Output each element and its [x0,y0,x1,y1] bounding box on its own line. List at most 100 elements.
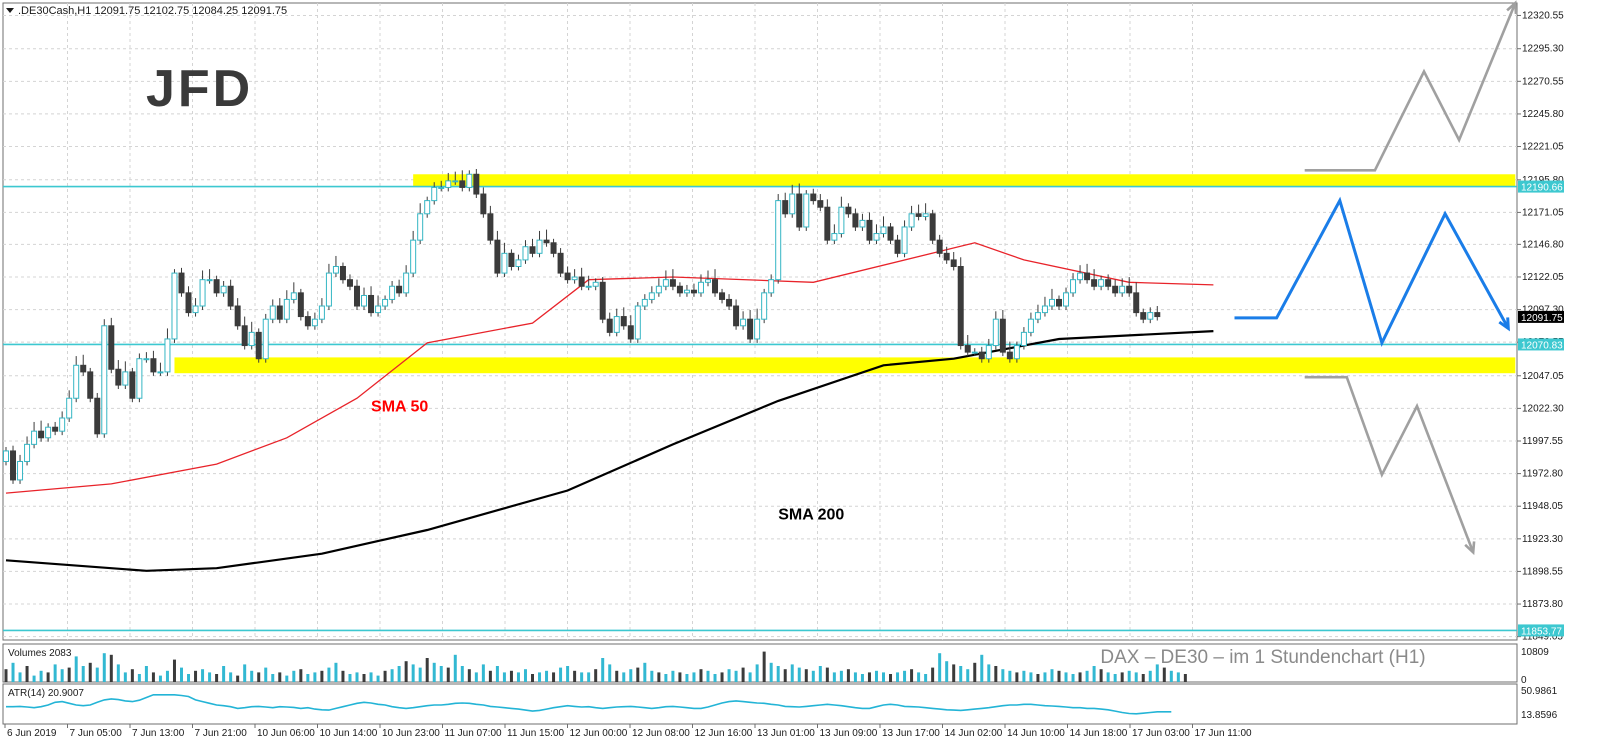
candle-bull [101,325,108,435]
support-resistance-zone [174,357,1516,374]
candle-bull [1048,298,1055,307]
candle-bear [852,213,859,228]
volume-panel[interactable]: Volumes 2083 DAX – DE30 – im 1 Stundench… [2,643,1549,686]
candle-bear [627,325,634,340]
candle-bear [508,252,515,267]
candle-bull [761,292,768,320]
candle-bear [213,279,220,294]
candle-bull [515,259,522,267]
sma-labels: SMA 50 SMA 200 [371,398,844,523]
candle-bull [73,364,80,399]
price-axis[interactable]: 12320.55 12295.30 12270.55 12245.80 12221.05… [1517,10,1564,643]
candle-bull [382,298,389,307]
candle-bull [66,397,73,419]
candle-bull [1041,305,1048,314]
candle-bear [845,206,852,215]
sma-label: SMA 50 [371,398,428,415]
price-label-text: 11853.77 [1521,626,1562,637]
candle-bull [445,180,452,188]
candle-bear [606,318,613,333]
price-tick-label: 12221.05 [1522,142,1564,153]
price-label-box [1518,624,1564,637]
candle-bull [171,272,178,340]
price-tick-label: 11972.80 [1522,469,1563,480]
time-tick-label: 10 Jun 23:00 [382,728,440,739]
atr-line [6,694,1172,715]
candle-bull [452,180,459,183]
price-tick-label: 12195.80 [1522,175,1564,186]
price-tick-label: 12320.55 [1522,10,1564,21]
price-tick-label: 12097.30 [1522,305,1564,316]
candle-bear [346,279,353,287]
price-tick-label: 12146.80 [1522,239,1564,250]
candle-bull [17,460,24,481]
time-tick-label: 10 Jun 14:00 [320,728,378,739]
candle-bull [31,430,38,445]
candle-bull [466,173,473,188]
scenario-arrows [1234,0,1518,556]
candle-bear [297,292,304,318]
candle-bear [782,200,789,215]
candle-bear [817,200,824,208]
candle-bull [206,279,213,282]
candle-bull [417,213,424,241]
time-tick-label: 11 Jun 07:00 [445,728,503,739]
candle-bear [929,213,936,241]
candle-bull [585,285,592,288]
scenario-path-bear [1304,375,1475,553]
candle-bull [269,305,276,320]
candle-bull [220,285,227,294]
candle-bull [838,206,845,235]
candle-bull [522,246,529,261]
price-label-text: 12070.83 [1521,340,1563,351]
sma200-path [5,330,1214,572]
candle-bull [1070,279,1077,294]
yellow-zones [174,174,1516,374]
candle-bear [94,397,101,435]
sma-label: SMA 200 [778,506,844,523]
candle-bull [768,279,775,294]
candle-bear [87,371,94,399]
candle-bear [1105,279,1112,287]
collapse-triangle-icon[interactable] [6,8,14,13]
candle-bull [1027,318,1034,333]
main-price-panel[interactable]: SMA 50 SMA 200 .DE30Cash,H1 12091.75 1210… [2,0,1518,641]
sma50-line [5,242,1214,494]
candle-bear [487,213,494,241]
price-tick-label: 12047.05 [1522,371,1564,382]
price-tick-label: 11997.55 [1522,436,1563,447]
candle-bull [803,193,810,228]
candle-bear [1112,285,1119,294]
candle-bear [999,318,1006,353]
volume-bars [4,651,1187,682]
candle-bear [824,206,831,241]
candle-bear [276,305,283,320]
candle-bear [943,252,950,261]
candle-bear [234,305,241,327]
time-tick-label: 12 Jun 00:00 [570,728,628,739]
candle-bear [494,239,501,274]
candle-bull [634,305,641,340]
candle-bull [389,285,396,300]
candle-bear [150,358,157,373]
time-axis[interactable]: 6 Jun 2019 7 Jun 05:00 7 Jun 13:00 7 Jun 21… [4,724,1252,739]
price-labels: 12190.66 12091.75 12070.83 11853.77 [1518,180,1564,637]
atr-panel[interactable]: ATR(14) 20.9007 50.9861 13.8596 [2,683,1558,725]
time-tick-label: 14 Jun 02:00 [945,728,1003,739]
price-tick-label: 12245.80 [1522,109,1564,120]
symbol-info: .DE30Cash,H1 12091.75 12102.75 12084.25 … [18,5,287,17]
candle-bear [894,239,901,254]
time-tick-label: 6 Jun 2019 [7,728,57,739]
candle-bull [1034,312,1041,320]
scenario-arrowhead-base [1498,317,1510,332]
candle-bear [1133,292,1140,314]
candle-bull [1013,345,1020,360]
candle-bear [241,325,248,347]
candle-bull [1098,279,1105,287]
price-tick-label: 12295.30 [1522,44,1564,55]
candle-bear [339,265,346,281]
candle-bull [859,219,866,228]
candle-bull [431,186,438,202]
candle-bear [599,281,606,320]
